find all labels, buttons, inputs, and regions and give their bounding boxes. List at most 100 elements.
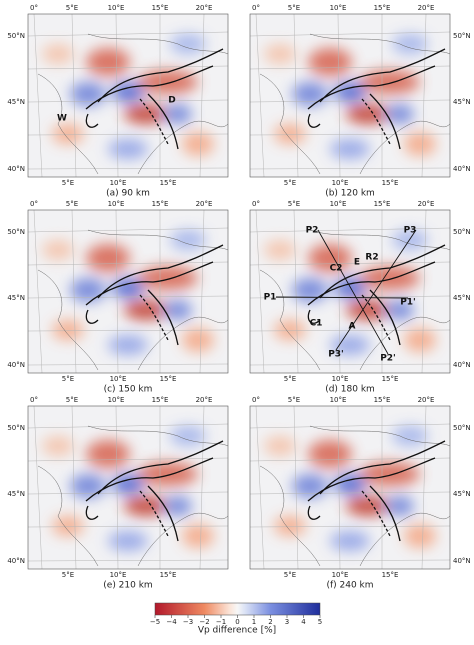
lon-label: 5°E <box>288 4 300 12</box>
lon-label: 20°E <box>196 4 213 12</box>
colorbar-tick-label: −1 <box>216 618 226 626</box>
annotation: P1' <box>400 298 416 308</box>
colorbar-tick-label: 1 <box>252 618 256 626</box>
lat-label: 50°N <box>453 228 471 236</box>
lat-label: 45°N <box>453 294 471 302</box>
map <box>250 406 450 569</box>
caption: (e) 210 km <box>103 581 152 591</box>
annotation: D <box>168 96 175 106</box>
map-frame <box>27 405 229 570</box>
profile-line <box>317 229 389 355</box>
lon-label: 20°E <box>196 200 213 208</box>
annotation: P2' <box>380 354 396 364</box>
lat-label: 50°N <box>7 424 25 432</box>
lat-label: 50°N <box>453 424 471 432</box>
annotation: C2 <box>330 264 343 274</box>
annotation: E <box>354 258 360 268</box>
lon-label: 10°E <box>330 396 347 404</box>
lon-label: 10°E <box>108 4 125 12</box>
colorbar-tick-label: −3 <box>183 618 193 626</box>
lon-label: 15°E <box>374 200 391 208</box>
colorbar-tick-label: −5 <box>150 618 160 626</box>
lon-label: 10°E <box>110 571 127 579</box>
colorbar-tick-label: 2 <box>268 618 272 626</box>
annotation: C1 <box>310 319 323 329</box>
lon-label: 0° <box>252 200 260 208</box>
lon-label: 5°E <box>62 179 74 187</box>
colorbar-tick-label: −4 <box>166 618 177 626</box>
lon-label: 0° <box>30 200 38 208</box>
lon-label: 15°E <box>160 375 177 383</box>
lon-label: 5°E <box>62 375 74 383</box>
lon-label: 15°E <box>382 179 399 187</box>
lon-label: 0° <box>252 396 260 404</box>
colorbar-tick-label: 3 <box>285 618 289 626</box>
map <box>28 210 228 373</box>
lon-label: 10°E <box>332 571 349 579</box>
lon-label: 10°E <box>110 179 127 187</box>
lon-label: 10°E <box>330 200 347 208</box>
lat-label: 50°N <box>7 32 25 40</box>
annotation: P1 <box>264 293 277 303</box>
map <box>250 14 450 177</box>
profile-line <box>275 296 409 299</box>
lat-label: 40°N <box>453 557 471 565</box>
caption: (a) 90 km <box>106 189 150 199</box>
lon-label: 15°E <box>382 571 399 579</box>
lon-label: 20°E <box>418 396 435 404</box>
lon-label: 15°E <box>382 375 399 383</box>
lat-label: 50°N <box>7 228 25 236</box>
colorbar-tick-label: 5 <box>318 618 322 626</box>
lat-label: 50°N <box>453 32 471 40</box>
lat-label: 45°N <box>7 294 25 302</box>
annotation: P2 <box>306 226 319 236</box>
lon-label: 5°E <box>288 200 300 208</box>
colorbar-tick-label: 0 <box>235 618 239 626</box>
caption: (c) 150 km <box>104 385 153 395</box>
lat-label: 45°N <box>453 490 471 498</box>
lon-label: 20°E <box>418 200 435 208</box>
lon-label: 15°E <box>374 396 391 404</box>
lat-label: 40°N <box>7 361 25 369</box>
lon-label: 20°E <box>418 4 435 12</box>
lon-label: 15°E <box>152 396 169 404</box>
lon-label: 10°E <box>108 200 125 208</box>
caption: (b) 120 km <box>325 189 375 199</box>
lon-label: 10°E <box>110 375 127 383</box>
lon-label: 5°E <box>288 396 300 404</box>
colorbar-label: Vp difference [%] <box>198 626 276 636</box>
lat-label: 40°N <box>453 165 471 173</box>
lat-label: 40°N <box>453 361 471 369</box>
caption: (f) 240 km <box>326 581 373 591</box>
colorbar <box>154 602 321 616</box>
map <box>28 406 228 569</box>
lon-label: 5°E <box>284 375 296 383</box>
lon-label: 20°E <box>196 396 213 404</box>
colorbar-tick-label: 4 <box>301 618 306 626</box>
lon-label: 0° <box>252 4 260 12</box>
map-frame <box>249 13 451 178</box>
lon-label: 0° <box>30 4 38 12</box>
map-frame <box>27 209 229 374</box>
lat-label: 45°N <box>453 98 471 106</box>
annotation: P3' <box>328 350 344 360</box>
lon-label: 5°E <box>66 4 78 12</box>
lon-label: 5°E <box>284 571 296 579</box>
lon-label: 10°E <box>108 396 125 404</box>
colorbar-tick-label: −2 <box>199 618 209 626</box>
lon-label: 15°E <box>374 4 391 12</box>
map-frame <box>249 405 451 570</box>
map <box>250 210 450 373</box>
map-frame <box>249 209 451 374</box>
annotation: A <box>349 322 356 332</box>
caption: (d) 180 km <box>325 385 375 395</box>
lon-label: 10°E <box>332 375 349 383</box>
annotation: W <box>57 114 67 124</box>
lon-label: 5°E <box>66 200 78 208</box>
lon-label: 5°E <box>62 571 74 579</box>
lon-label: 5°E <box>66 396 78 404</box>
annotation: R2 <box>365 253 378 263</box>
lat-label: 40°N <box>7 165 25 173</box>
profile-line <box>335 229 417 351</box>
